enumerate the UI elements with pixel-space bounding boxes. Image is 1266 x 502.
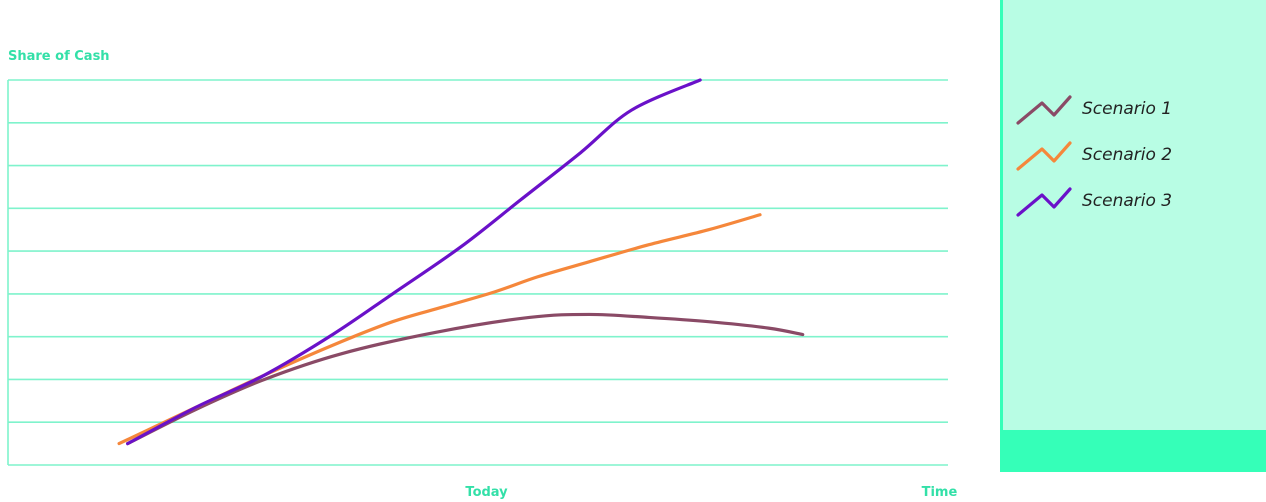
series-line-1 bbox=[126, 312, 805, 446]
series-line-3 bbox=[126, 78, 702, 446]
x-tick-label: Today bbox=[465, 485, 508, 500]
x-tick-label: Time bbox=[922, 485, 958, 500]
legend-label-3: Scenario 3 bbox=[1082, 191, 1173, 211]
legend-label-2: Scenario 2 bbox=[1082, 145, 1173, 165]
legend-item-1: Scenario 1 bbox=[1016, 86, 1172, 132]
legend-item-2: Scenario 2 bbox=[1016, 132, 1172, 178]
legend-panel-footer bbox=[1000, 430, 1266, 472]
legend-item-3: Scenario 3 bbox=[1016, 178, 1172, 224]
series-line-2 bbox=[117, 213, 762, 446]
legend-swatch-3 bbox=[1016, 187, 1072, 217]
legend-panel bbox=[1000, 0, 1266, 472]
legend-swatch-1 bbox=[1016, 95, 1072, 125]
legend-swatch-2 bbox=[1016, 141, 1072, 171]
legend: Scenario 1 Scenario 2 Scenario 3 bbox=[1016, 86, 1172, 224]
legend-label-1: Scenario 1 bbox=[1082, 99, 1173, 119]
y-axis-title: Share of Cash bbox=[8, 49, 110, 64]
